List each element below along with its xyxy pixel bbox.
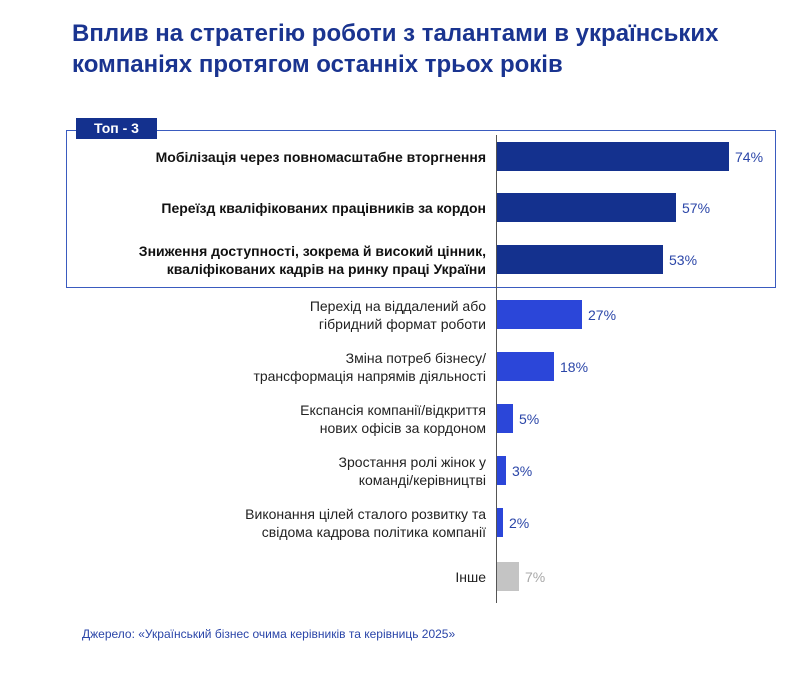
category-label-line: Виконання цілей сталого розвитку та xyxy=(245,505,486,522)
category-label: Зростання ролі жінок у команді/керівництв… xyxy=(66,453,486,489)
bar xyxy=(497,352,554,381)
value-label: 27% xyxy=(588,306,617,323)
value-label: 7% xyxy=(525,568,546,585)
category-label: Зміна потреб бізнесу/трансформація напря… xyxy=(66,349,486,385)
category-label-line: Мобілізація через повномасштабне вторгне… xyxy=(155,148,486,165)
category-label: Експансія компанії/відкриття нових офісів… xyxy=(66,401,486,437)
value-label: 74% xyxy=(735,148,764,165)
bar xyxy=(497,562,519,591)
bar xyxy=(497,245,663,274)
category-label-line: команді/керівництві xyxy=(358,471,486,488)
value-label: 57% xyxy=(682,199,711,216)
value-label: 5% xyxy=(519,410,540,427)
category-label-line: Інше xyxy=(455,568,486,585)
category-label-line: трансформація напрямів діяльності xyxy=(253,367,486,384)
chart-title: Вплив на стратегію роботи з талантами в … xyxy=(72,20,719,78)
category-label-line: Зростання ролі жінок у xyxy=(338,453,486,470)
category-label-line: гібридний формат роботи xyxy=(318,315,486,332)
category-label-line: Експансія компанії/відкриття xyxy=(300,401,486,418)
category-label-line: кваліфікованих кадрів на ринку праці Укр… xyxy=(166,260,486,277)
bar xyxy=(497,193,676,222)
category-label-line: Зміна потреб бізнесу/ xyxy=(345,349,486,366)
category-label: Переїзд кваліфікованих працівників за ко… xyxy=(66,199,486,217)
category-label-line: нових офісів за кордоном xyxy=(319,419,486,436)
category-label-line: Зниження доступності, зокрема й високий … xyxy=(138,242,486,259)
category-label: Перехід на віддалений або гібридний форма… xyxy=(66,297,486,333)
source-note: Джерело: «Український бізнес очима керів… xyxy=(82,627,456,641)
bar xyxy=(497,404,513,433)
category-label-line: свідома кадрова політика компанії xyxy=(261,523,486,540)
top-3-box xyxy=(66,130,776,288)
bar xyxy=(497,142,729,171)
category-label: Виконання цілей сталого розвитку та свідо… xyxy=(66,505,486,541)
value-label: 3% xyxy=(512,462,533,479)
value-label: 2% xyxy=(509,514,530,531)
top-3-tab: Топ - 3 xyxy=(76,118,157,139)
y-axis-line xyxy=(496,135,497,603)
value-label: 53% xyxy=(669,251,698,268)
bar xyxy=(497,456,506,485)
value-label: 18% xyxy=(560,358,589,375)
category-label: Мобілізація через повномасштабне вторгне… xyxy=(66,148,486,166)
category-label-line: Перехід на віддалений або xyxy=(309,297,486,314)
bar xyxy=(497,300,582,329)
bar xyxy=(497,508,503,537)
category-label: Зниження доступності, зокрема й високий … xyxy=(66,242,486,278)
category-label: Інше xyxy=(66,568,486,586)
category-label-line: Переїзд кваліфікованих працівників за ко… xyxy=(161,199,486,216)
